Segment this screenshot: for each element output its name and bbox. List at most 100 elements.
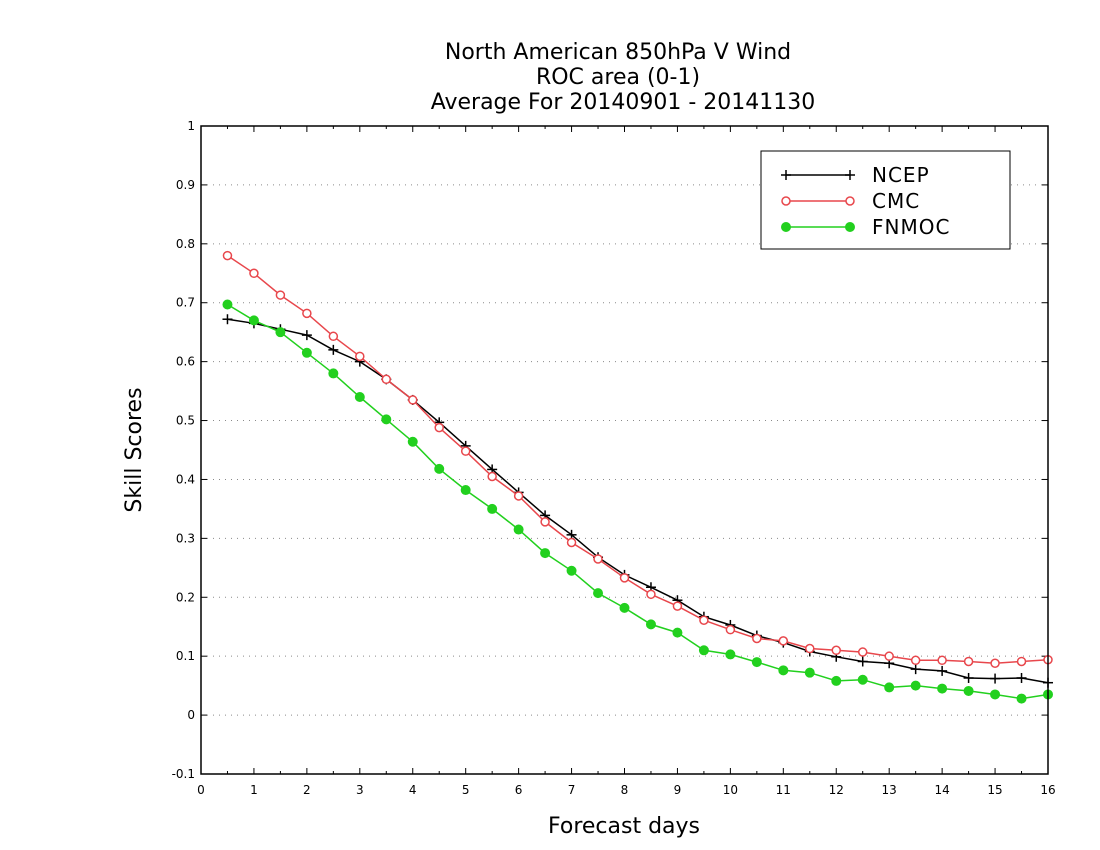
data-point-fnmoc (619, 602, 630, 613)
data-point-fnmoc (222, 299, 233, 310)
chart-title-line-1: North American 850hPa V Wind (445, 40, 791, 65)
data-point-cmc (963, 656, 974, 667)
x-tick-label: 2 (303, 783, 311, 797)
x-tick-label: 14 (934, 783, 949, 797)
data-point-fnmoc (725, 649, 736, 660)
x-tick-label: 7 (568, 783, 576, 797)
data-point-cmc (910, 655, 921, 666)
data-point-cmc (805, 643, 815, 654)
data-point-fnmoc (248, 315, 259, 326)
data-point-ncep (857, 656, 868, 667)
data-point-cmc (222, 250, 233, 261)
data-point-cmc (884, 651, 894, 661)
x-tick-label: 0 (197, 783, 205, 797)
data-point-cmc (646, 589, 656, 600)
data-point-cmc (619, 573, 630, 583)
data-point-cmc (275, 290, 286, 300)
data-point-fnmoc (407, 436, 418, 447)
data-point-cmc (513, 491, 524, 501)
chart-title-line-2: ROC area (0-1) (536, 65, 700, 90)
legend-label-cmc: CMC (872, 189, 920, 213)
data-point-ncep (990, 673, 1001, 684)
y-tick-label: 0 (187, 708, 195, 722)
data-point-fnmoc (831, 675, 842, 686)
data-point-cmc (249, 268, 259, 279)
data-point-cmc (355, 351, 365, 362)
x-tick-label: 12 (829, 783, 844, 797)
y-tick-label: 0.2 (176, 590, 195, 604)
data-point-cmc (857, 647, 868, 657)
x-tick-label: 10 (723, 783, 738, 797)
y-tick-label: 0.3 (176, 531, 195, 545)
legend-marker-fnmoc (781, 222, 791, 232)
y-tick-label: 0.4 (176, 472, 195, 486)
y-tick-label: 0.6 (176, 355, 195, 369)
data-point-cmc (699, 615, 709, 625)
x-axis-label: Forecast days (548, 814, 700, 839)
data-point-cmc (990, 658, 1000, 669)
x-tick-label: 1 (250, 783, 258, 797)
data-point-cmc (487, 471, 497, 482)
axis-ticks: -0.100.10.20.30.40.50.60.70.80.910 1 2 3 4 5 6… (172, 119, 1056, 797)
x-tick-label: 3 (356, 783, 364, 797)
data-point-cmc (778, 636, 789, 646)
data-point-fnmoc (301, 347, 312, 358)
data-point-cmc (1016, 656, 1027, 667)
data-point-ncep (328, 344, 339, 355)
data-point-cmc (725, 624, 736, 635)
y-tick-label: 1 (187, 119, 195, 133)
data-point-cmc (434, 422, 444, 433)
data-point-fnmoc (566, 565, 577, 576)
legend-item-fnmoc: FNMOC (781, 215, 950, 239)
legend-label-ncep: NCEP (872, 163, 930, 187)
y-axis-label: Skill Scores (122, 387, 147, 512)
data-point-cmc (593, 554, 603, 564)
data-point-fnmoc (963, 685, 974, 696)
legend-marker-fnmoc (845, 222, 855, 232)
x-tick-label: 15 (987, 783, 1002, 797)
y-tick-label: 0.5 (176, 414, 195, 428)
data-point-ncep (937, 665, 948, 676)
y-tick-label: 0.1 (176, 649, 195, 663)
plot-frame (200, 125, 1049, 775)
data-point-ncep (910, 664, 921, 675)
data-point-ncep (963, 672, 974, 683)
legend-item-cmc: CMC (781, 189, 920, 213)
data-point-cmc (937, 655, 947, 666)
y-tick-label: -0.1 (172, 767, 195, 781)
gridlines (201, 184, 1048, 716)
x-tick-label: 9 (674, 783, 682, 797)
x-tick-label: 5 (462, 783, 470, 797)
legend-marker-cmc (781, 196, 791, 206)
data-point-fnmoc (275, 327, 286, 338)
series-line-cmc (227, 254, 1049, 665)
legend-marker-cmc (845, 196, 855, 206)
data-point-fnmoc (487, 503, 498, 514)
data-point-cmc (460, 446, 471, 456)
legend-marker-ncep (845, 170, 855, 180)
series-ncep (222, 314, 1053, 688)
data-point-fnmoc (804, 667, 815, 678)
series-cmc (222, 250, 1053, 669)
data-point-cmc (302, 308, 312, 319)
data-point-fnmoc (990, 689, 1001, 700)
data-point-fnmoc (698, 645, 709, 656)
series-fnmoc (222, 299, 1053, 704)
data-point-fnmoc (1016, 693, 1027, 704)
data-point-cmc (328, 331, 339, 342)
data-point-cmc (540, 517, 550, 527)
series-line-fnmoc (227, 303, 1049, 700)
data-point-fnmoc (593, 588, 604, 599)
data-point-fnmoc (328, 368, 339, 379)
y-tick-label: 0.8 (176, 237, 195, 251)
y-tick-label: 0.7 (176, 296, 195, 310)
x-tick-label: 16 (1040, 783, 1055, 797)
series-layer (222, 250, 1053, 704)
legend-label-fnmoc: FNMOC (872, 215, 950, 239)
x-tick-label: 11 (776, 783, 791, 797)
data-point-fnmoc (381, 414, 392, 425)
data-point-cmc (566, 537, 577, 548)
data-point-fnmoc (857, 674, 868, 685)
x-tick-label: 4 (409, 783, 417, 797)
